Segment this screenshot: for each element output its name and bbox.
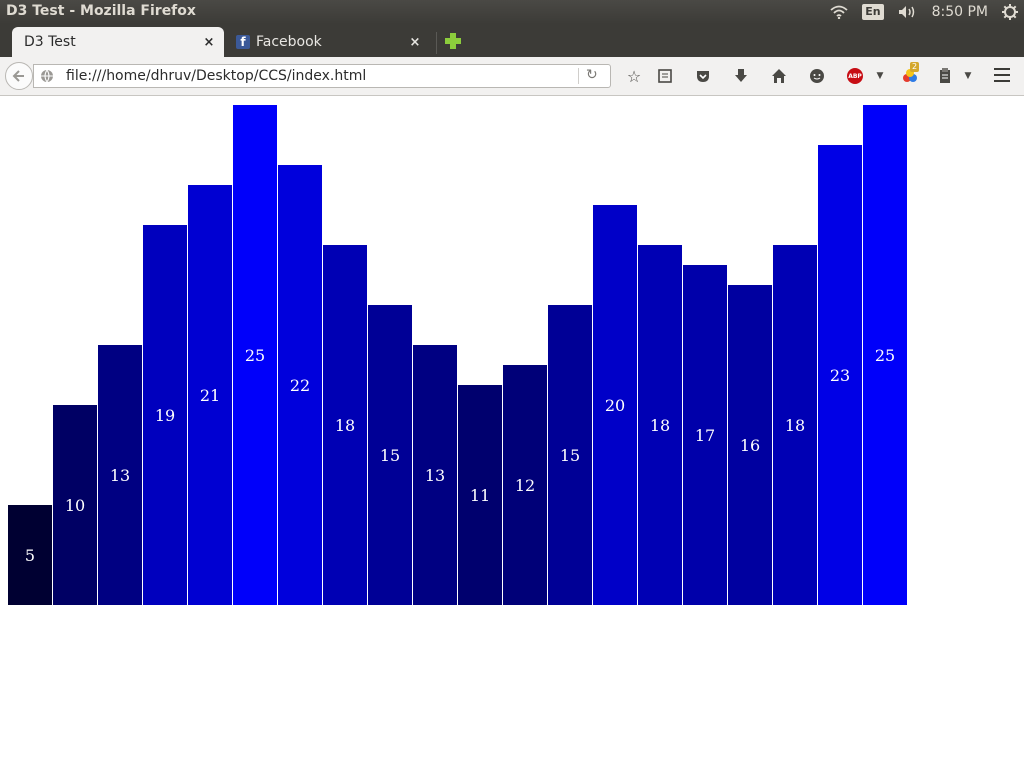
new-tab-plus-icon[interactable] bbox=[444, 32, 462, 50]
bar-value-label: 23 bbox=[830, 366, 850, 385]
bar-17 bbox=[728, 285, 772, 605]
url-text[interactable]: file:///home/dhruv/Desktop/CCS/index.htm… bbox=[66, 68, 367, 84]
bar-2 bbox=[53, 405, 97, 605]
bar-value-label: 12 bbox=[515, 476, 535, 495]
facebook-icon: f bbox=[236, 35, 250, 49]
url-bar[interactable]: file:///home/dhruv/Desktop/CCS/index.htm… bbox=[33, 64, 611, 88]
bar-12 bbox=[503, 365, 547, 605]
bar-19 bbox=[818, 145, 862, 605]
wifi-icon[interactable] bbox=[830, 5, 848, 19]
window-title: D3 Test - Mozilla Firefox bbox=[6, 3, 196, 19]
addon-puzzle-icon[interactable]: 2 bbox=[900, 62, 920, 86]
bar-value-label: 20 bbox=[605, 396, 625, 415]
bar-15 bbox=[638, 245, 682, 605]
chevron-down-icon[interactable]: ▼ bbox=[964, 71, 972, 81]
bar-value-label: 18 bbox=[650, 416, 670, 435]
home-icon[interactable] bbox=[769, 66, 789, 86]
bar-value-label: 21 bbox=[200, 386, 220, 405]
addon-count-badge: 2 bbox=[910, 62, 920, 72]
bar-value-label: 15 bbox=[380, 446, 400, 465]
tab-separator bbox=[436, 32, 437, 54]
globe-icon bbox=[41, 69, 53, 83]
tab-label: D3 Test bbox=[24, 34, 76, 50]
bar-9 bbox=[368, 305, 412, 605]
bar-value-label: 22 bbox=[290, 376, 310, 395]
bar-16 bbox=[683, 265, 727, 605]
bar-value-label: 25 bbox=[245, 346, 265, 365]
bar-value-label: 11 bbox=[470, 486, 490, 505]
downloads-icon[interactable] bbox=[731, 66, 751, 86]
bar-value-label: 13 bbox=[425, 466, 445, 485]
chevron-down-icon[interactable]: ▼ bbox=[876, 71, 884, 81]
keyboard-layout-indicator[interactable]: En bbox=[862, 4, 884, 20]
bar-value-label: 13 bbox=[110, 466, 130, 485]
bar-1 bbox=[8, 505, 52, 605]
bar-3 bbox=[98, 345, 142, 605]
pocket-icon[interactable] bbox=[693, 66, 713, 86]
bar-value-label: 16 bbox=[740, 436, 760, 455]
bar-20 bbox=[863, 105, 907, 605]
os-top-panel: D3 Test - Mozilla Firefox En 8:50 PM bbox=[0, 0, 1024, 24]
tab-d3-test[interactable]: D3 Test × bbox=[12, 27, 224, 57]
bar-10 bbox=[413, 345, 457, 605]
tab-close-button[interactable]: × bbox=[203, 34, 215, 50]
clipboard-icon[interactable] bbox=[935, 66, 955, 86]
bookmark-star-icon[interactable]: ☆ bbox=[626, 66, 642, 86]
bar-value-label: 15 bbox=[560, 446, 580, 465]
bar-value-label: 18 bbox=[785, 416, 805, 435]
adblock-plus-icon[interactable]: ABP bbox=[845, 66, 865, 86]
bar-11 bbox=[458, 385, 502, 605]
reading-list-icon[interactable] bbox=[655, 66, 675, 86]
back-button[interactable] bbox=[5, 62, 33, 90]
bar-5 bbox=[188, 185, 232, 605]
bar-value-label: 25 bbox=[875, 346, 895, 365]
bar-value-label: 19 bbox=[155, 406, 175, 425]
bar-4 bbox=[143, 225, 187, 605]
bar-value-label: 17 bbox=[695, 426, 715, 445]
bar-8 bbox=[323, 245, 367, 605]
hello-chat-icon[interactable] bbox=[807, 66, 827, 86]
reload-icon[interactable]: ↻ bbox=[586, 67, 598, 83]
page-content: 5 10 13 19 21 25 22 18 15 13 11 12 15 20 18 17 16 18 23 25 bbox=[0, 97, 1024, 768]
bar-chart: 5 10 13 19 21 25 22 18 15 13 11 12 15 20 18 17 16 18 23 25 bbox=[8, 105, 907, 605]
bar-value-label: 10 bbox=[65, 496, 85, 515]
bar-6 bbox=[233, 105, 277, 605]
bar-13 bbox=[548, 305, 592, 605]
system-tray: En 8:50 PM bbox=[830, 0, 1024, 24]
tab-facebook[interactable]: f Facebook × bbox=[230, 27, 430, 57]
bar-value-label: 18 bbox=[335, 416, 355, 435]
bar-14 bbox=[593, 205, 637, 605]
hamburger-menu-icon[interactable] bbox=[994, 68, 1010, 86]
tab-close-button[interactable]: × bbox=[409, 34, 421, 50]
url-divider bbox=[578, 68, 579, 84]
bar-value-label: 5 bbox=[25, 546, 35, 565]
tab-strip: D3 Test × f Facebook × bbox=[0, 24, 1024, 57]
tab-label: Facebook bbox=[256, 34, 322, 50]
bar-7 bbox=[278, 165, 322, 605]
power-gear-icon[interactable] bbox=[1002, 4, 1018, 20]
clock[interactable]: 8:50 PM bbox=[931, 4, 988, 20]
navigation-toolbar: file:///home/dhruv/Desktop/CCS/index.htm… bbox=[0, 57, 1024, 96]
volume-icon[interactable] bbox=[898, 5, 918, 19]
bar-18 bbox=[773, 245, 817, 605]
